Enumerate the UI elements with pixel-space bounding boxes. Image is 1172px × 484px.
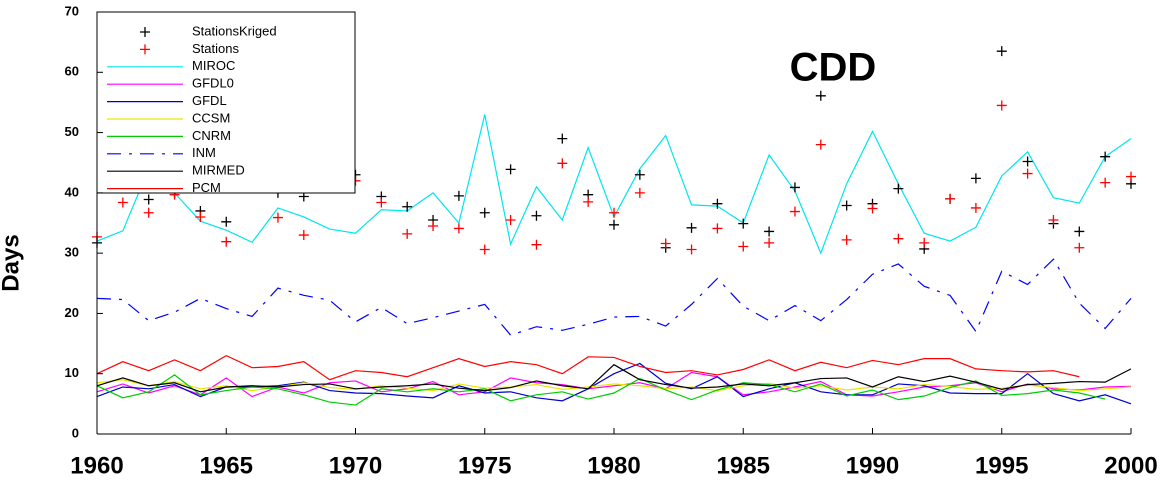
marker [1048, 214, 1059, 225]
marker [531, 239, 542, 250]
marker [453, 223, 464, 234]
marker [634, 169, 645, 180]
marker [841, 234, 852, 245]
marker [531, 210, 542, 221]
marker [479, 244, 490, 255]
marker [789, 182, 800, 193]
legend-label: MIRMED [192, 163, 245, 178]
legend-marker [140, 27, 150, 37]
marker [764, 226, 775, 237]
legend-label: GFDL0 [192, 76, 234, 91]
marker [996, 100, 1007, 111]
marker [841, 200, 852, 211]
y-tick-label: 10 [65, 365, 79, 380]
marker [609, 207, 619, 218]
marker [1100, 151, 1111, 162]
marker [479, 207, 490, 218]
marker [505, 164, 516, 175]
x-tick-label: 1980 [587, 452, 640, 479]
marker [1022, 156, 1033, 167]
marker [505, 214, 516, 225]
marker [815, 90, 826, 101]
marker [867, 203, 878, 214]
marker [970, 173, 981, 184]
marker [609, 219, 619, 230]
marker [402, 201, 413, 212]
marker [686, 244, 697, 255]
marker [764, 237, 775, 248]
marker [143, 194, 154, 205]
legend-label: INM [192, 145, 216, 160]
marker [298, 230, 309, 241]
marker [557, 158, 568, 169]
marker [789, 206, 800, 217]
marker [712, 198, 723, 209]
legend: StationsKriged Stations MIROC GFDL0 GFDL CCSM… [96, 11, 356, 195]
marker [453, 190, 464, 201]
legend-label: CCSM [192, 110, 230, 125]
x-tick-label: 1965 [200, 452, 253, 479]
marker [221, 216, 232, 227]
legend-marker [140, 44, 150, 55]
series-line [96, 374, 1106, 406]
y-tick-label: 0 [72, 425, 79, 440]
marker [583, 196, 594, 207]
x-tick-label: 1970 [329, 452, 382, 479]
legend-label: PCM [192, 180, 221, 195]
marker [557, 133, 568, 144]
y-tick-label: 30 [65, 245, 79, 260]
marker [738, 241, 749, 252]
legend-box [96, 11, 356, 194]
marker [428, 221, 439, 232]
marker [738, 218, 749, 229]
y-tick-label: 20 [65, 305, 79, 320]
x-tick-label: 1995 [975, 452, 1028, 479]
x-tick-label: 1960 [70, 452, 123, 479]
chart-title: CDD [790, 46, 877, 90]
y-axis-label: Days [0, 234, 24, 291]
legend-label: MIROC [192, 58, 235, 73]
marker [143, 207, 154, 218]
marker [1074, 242, 1085, 253]
marker [221, 236, 232, 247]
marker [970, 202, 981, 213]
marker [686, 222, 697, 233]
legend-label: CNRM [192, 128, 231, 143]
x-tick-label: 1990 [846, 452, 899, 479]
marker [402, 228, 413, 239]
x-tick-label: 1975 [458, 452, 511, 479]
legend-label: GFDL [192, 93, 227, 108]
marker [712, 223, 723, 234]
marker [893, 183, 904, 194]
x-tick-label: 2000 [1104, 452, 1157, 479]
marker [660, 238, 671, 249]
legend-label: Stations [192, 41, 239, 56]
marker [1126, 171, 1136, 182]
marker [996, 46, 1007, 57]
x-tick-label: 1985 [717, 452, 770, 479]
marker [815, 139, 826, 150]
series-line [96, 354, 1080, 381]
marker [1100, 177, 1111, 188]
y-tick-label: 60 [65, 64, 79, 79]
marker [945, 193, 956, 204]
marker [272, 212, 283, 223]
legend-label: StationsKriged [192, 23, 277, 38]
y-tick-label: 70 [65, 3, 79, 18]
marker [893, 233, 904, 244]
series-line [96, 363, 1132, 393]
marker [195, 211, 206, 222]
marker [634, 187, 645, 198]
y-tick-label: 40 [65, 184, 79, 199]
marker [117, 197, 128, 208]
marker [919, 237, 930, 248]
marker [1074, 226, 1085, 237]
marker [1022, 168, 1033, 179]
marker [376, 197, 387, 208]
y-tick-label: 50 [65, 124, 79, 139]
